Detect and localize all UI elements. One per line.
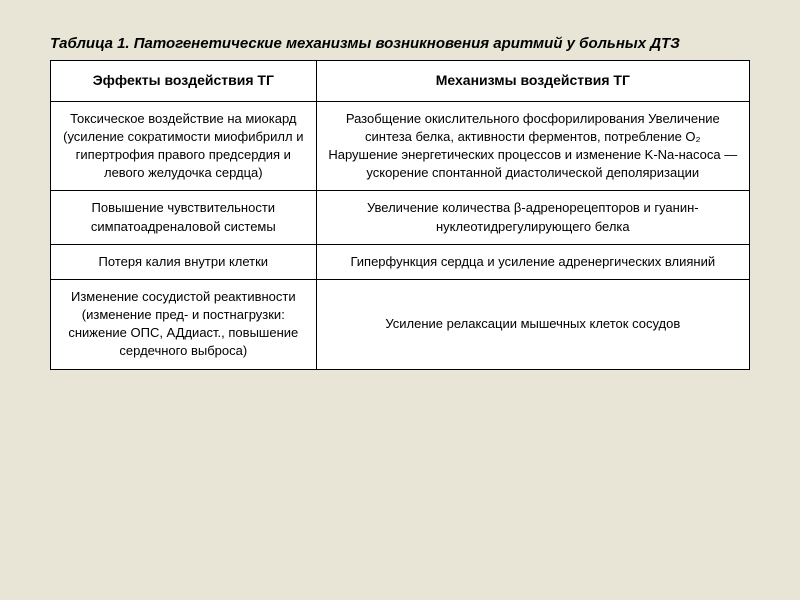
header-mechanisms: Механизмы воздействия ТГ xyxy=(316,61,749,102)
table-title: Таблица 1. Патогенетические механизмы во… xyxy=(50,35,750,52)
table-row: Изменение сосудистой реактивности (измен… xyxy=(51,279,750,369)
cell-effect: Токсическое воздействие на миокард (усил… xyxy=(51,101,317,191)
table-row: Повышение чувствительности симпатоадрена… xyxy=(51,191,750,244)
table-row: Токсическое воздействие на миокард (усил… xyxy=(51,101,750,191)
cell-mechanism: Разобщение окислительного фосфорилирован… xyxy=(316,101,749,191)
cell-mechanism: Гиперфункция сердца и усиление адренерги… xyxy=(316,244,749,279)
table-header-row: Эффекты воздействия ТГ Механизмы воздейс… xyxy=(51,61,750,102)
table-row: Потеря калия внутри клетки Гиперфункция … xyxy=(51,244,750,279)
mechanisms-table: Эффекты воздействия ТГ Механизмы воздейс… xyxy=(50,60,750,370)
cell-effect: Потеря калия внутри клетки xyxy=(51,244,317,279)
cell-effect: Изменение сосудистой реактивности (измен… xyxy=(51,279,317,369)
cell-effect: Повышение чувствительности симпатоадрена… xyxy=(51,191,317,244)
cell-mechanism: Увеличение количества β-адренорецепторов… xyxy=(316,191,749,244)
cell-mechanism: Усиление релаксации мышечных клеток сосу… xyxy=(316,279,749,369)
header-effects: Эффекты воздействия ТГ xyxy=(51,61,317,102)
